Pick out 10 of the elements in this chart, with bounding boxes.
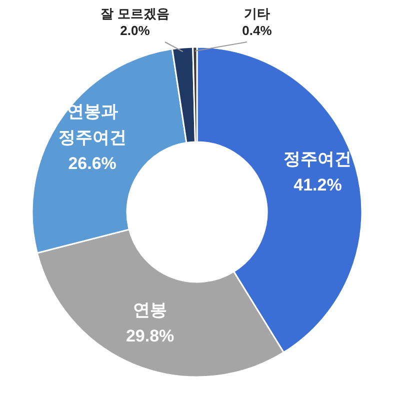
data-label: 29.8% xyxy=(126,326,174,346)
slice-label: 잘 모르겠음 xyxy=(100,6,170,21)
data-label: 0.4% xyxy=(242,23,272,38)
data-label: 41.2% xyxy=(294,176,342,195)
slice-label: 기타 xyxy=(244,6,270,21)
slice-label: 연봉과 정주여건 xyxy=(58,102,126,147)
slice-label: 정주여건 xyxy=(284,150,352,169)
slice-label: 연봉 xyxy=(133,300,168,320)
data-label: 26.6% xyxy=(68,154,116,173)
data-label: 2.0% xyxy=(120,23,150,38)
